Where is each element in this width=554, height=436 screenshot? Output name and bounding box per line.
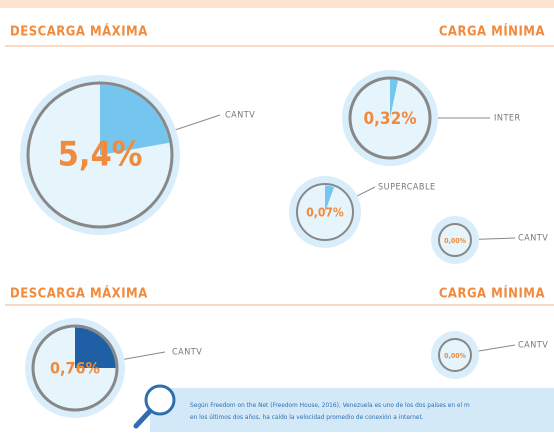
sector bbox=[325, 185, 335, 212]
value-label: 5,4% bbox=[58, 135, 143, 175]
leader-line bbox=[478, 237, 516, 240]
heading: CARGA MÍNIMA bbox=[439, 24, 545, 40]
sector bbox=[390, 79, 399, 118]
note-text: en los últimos dos años, ha caído la vel… bbox=[190, 413, 424, 421]
provider-label: INTER bbox=[494, 114, 521, 124]
provider-label: CANTV bbox=[225, 111, 255, 121]
note-text: Según Freedom on the Net (Freedom House,… bbox=[190, 401, 470, 409]
heading: CARGA MÍNIMA bbox=[439, 286, 545, 302]
leader-line bbox=[478, 344, 516, 352]
note-box bbox=[150, 388, 554, 432]
sector bbox=[75, 327, 116, 368]
magnifier-handle bbox=[133, 408, 153, 429]
disc bbox=[438, 223, 472, 257]
provider-label: CANTV bbox=[518, 234, 548, 244]
sector bbox=[100, 84, 170, 155]
disc bbox=[438, 338, 472, 372]
magnifier-icon bbox=[144, 384, 176, 416]
top-band bbox=[0, 0, 554, 8]
value-label: 0,32% bbox=[363, 109, 416, 129]
value-label: 0,00% bbox=[444, 237, 467, 245]
value-label: 0,00% bbox=[444, 352, 467, 360]
value-label: 0,07% bbox=[306, 206, 344, 220]
provider-label: CANTV bbox=[518, 341, 548, 351]
heading: DESCARGA MÁXIMA bbox=[10, 286, 148, 302]
leader-line bbox=[124, 351, 166, 360]
leader-line bbox=[356, 186, 376, 197]
provider-label: CANTV bbox=[172, 348, 202, 358]
provider-label: SUPERCABLE bbox=[378, 183, 436, 193]
leader-line bbox=[175, 114, 221, 131]
heading: DESCARGA MÁXIMA bbox=[10, 24, 148, 40]
value-label: 0,76% bbox=[50, 359, 100, 378]
